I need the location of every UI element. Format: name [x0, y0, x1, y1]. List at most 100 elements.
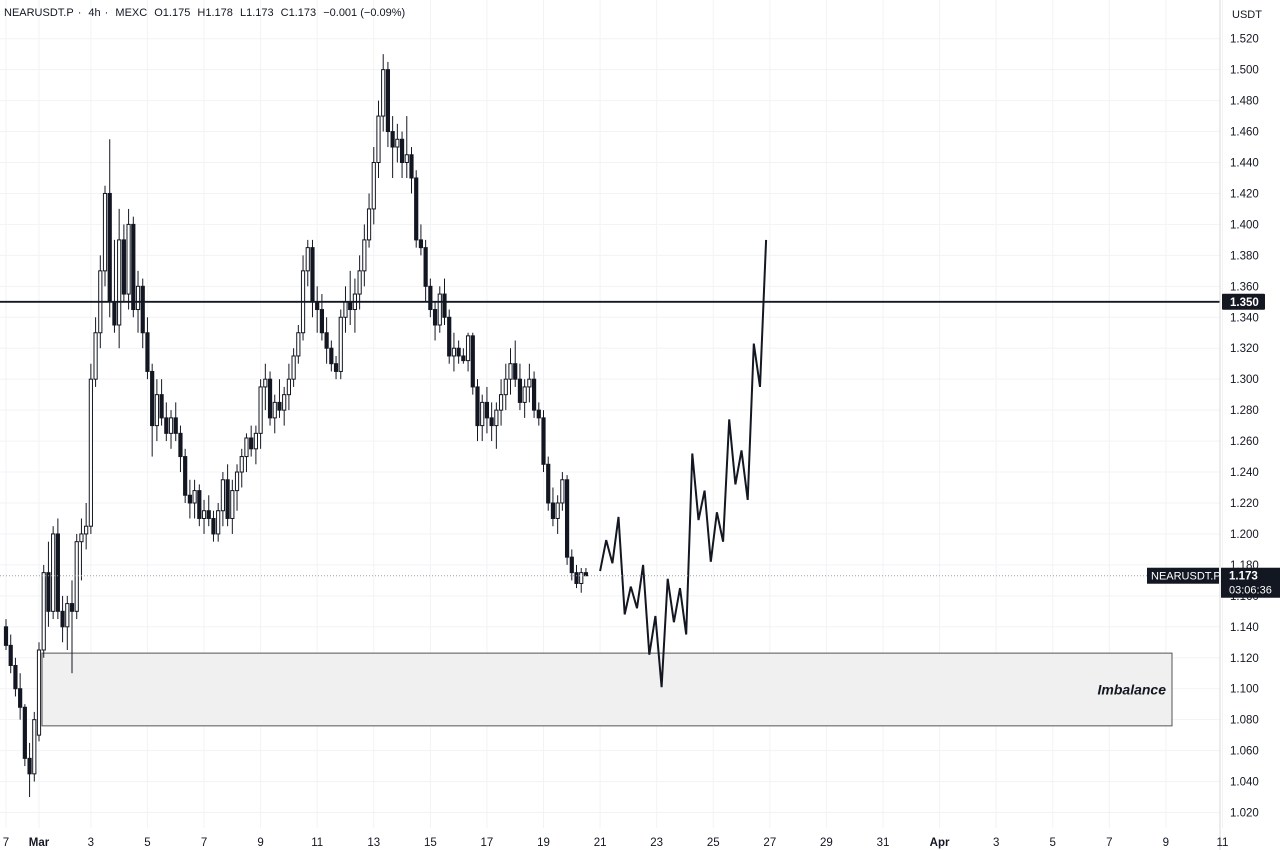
candle	[470, 332, 475, 395]
time-tick: 11	[1216, 837, 1228, 849]
candle	[381, 54, 386, 132]
candle	[494, 402, 499, 449]
price-tick: 1.460	[1230, 127, 1259, 139]
candle-body	[154, 394, 159, 427]
candle	[121, 224, 126, 302]
candle-body	[404, 154, 409, 164]
candle-body	[272, 401, 277, 419]
candle-body	[93, 332, 98, 380]
candle	[569, 549, 574, 581]
candle-body	[239, 456, 244, 473]
candle	[579, 567, 584, 593]
candle-body	[437, 293, 442, 326]
candle-body	[296, 332, 301, 357]
candle-body	[135, 285, 141, 311]
candle	[13, 657, 18, 697]
candle-body	[366, 208, 372, 241]
imbalance-zone	[41, 652, 1173, 727]
price-tick: 1.020	[1230, 808, 1259, 820]
candle	[126, 208, 131, 310]
price-tick: 1.060	[1230, 746, 1259, 758]
candle-body	[569, 556, 574, 574]
candle-body	[494, 409, 499, 427]
candle	[390, 116, 395, 178]
candle-body	[560, 479, 565, 504]
candle-body	[244, 437, 249, 458]
candle	[414, 170, 419, 248]
candle	[51, 526, 56, 620]
candle-body	[3, 626, 9, 646]
candle	[192, 479, 197, 519]
time-tick: 7	[3, 837, 9, 849]
candle	[423, 239, 428, 302]
candle-body	[41, 572, 46, 651]
time-tick: 29	[820, 837, 833, 849]
candle-body	[84, 525, 89, 535]
candle-body	[206, 510, 211, 519]
candle-body	[197, 490, 202, 519]
candle	[371, 147, 376, 225]
candle	[564, 475, 570, 565]
candle	[404, 116, 409, 178]
candle	[484, 386, 490, 434]
candle	[315, 286, 320, 333]
candle	[74, 533, 79, 620]
time-tick: 5	[144, 837, 150, 849]
candle-body	[348, 301, 353, 311]
price-tick: 1.280	[1230, 405, 1259, 417]
price-tick: 1.200	[1230, 529, 1259, 541]
last-price-label: NEARUSDT.P 1.173 03:06:36	[1147, 567, 1280, 598]
candle-body	[513, 363, 518, 380]
candle-body	[390, 131, 395, 148]
chart-legend[interactable]: NEARUSDT.P · 4h · MEXC O1.175 H1.178 L1.17…	[4, 7, 406, 19]
price-tick: 1.220	[1230, 498, 1259, 510]
candle-body	[55, 533, 60, 612]
price-axis[interactable]: 1.0201.0401.0601.0801.1001.1201.1401.160…	[1230, 34, 1259, 820]
time-axis[interactable]: 7 Mar 3 5 7 9 11 13 15 17 19 21 23 25 27 29 31 Apr 3 5 7 9 11	[3, 837, 1229, 849]
candle	[277, 379, 282, 418]
symbol-name[interactable]: NEARUSDT.P	[4, 7, 74, 19]
interval[interactable]: 4h	[88, 7, 101, 19]
candle	[220, 472, 225, 527]
candle	[465, 332, 471, 372]
candle	[32, 711, 37, 782]
candle-body	[201, 510, 207, 519]
exchange: MEXC	[115, 7, 148, 19]
price-tick: 1.500	[1230, 65, 1259, 77]
candle	[225, 464, 230, 527]
candle-body	[329, 347, 334, 365]
last-price-value: 1.173	[1229, 571, 1258, 583]
candle-body	[428, 285, 433, 311]
candle-body	[470, 335, 475, 388]
candle	[253, 425, 258, 465]
candle-body	[546, 463, 551, 504]
price-tick: 1.360	[1230, 281, 1259, 293]
candle	[583, 567, 589, 577]
candle	[164, 402, 169, 442]
candle	[550, 487, 556, 527]
candle	[187, 479, 192, 519]
candle	[18, 673, 23, 720]
candle	[522, 379, 527, 418]
candle	[541, 410, 546, 473]
candle	[432, 301, 438, 341]
ohlc-high: H1.178	[197, 7, 233, 19]
candle-body	[46, 572, 51, 612]
candle-body	[385, 69, 391, 133]
candle-body	[423, 247, 428, 287]
candle-body	[286, 378, 291, 396]
candle-body	[475, 386, 480, 427]
candle	[8, 634, 13, 674]
candle	[244, 433, 249, 473]
time-tick: 7	[201, 837, 207, 849]
candle-body	[536, 409, 541, 419]
candle-body	[225, 479, 230, 519]
candle	[376, 100, 381, 178]
candle-body	[230, 490, 235, 519]
price-tick: 1.100	[1230, 684, 1259, 696]
candle-body	[145, 332, 150, 372]
candle	[333, 355, 339, 380]
candle-body	[216, 510, 221, 535]
candle	[168, 410, 174, 449]
